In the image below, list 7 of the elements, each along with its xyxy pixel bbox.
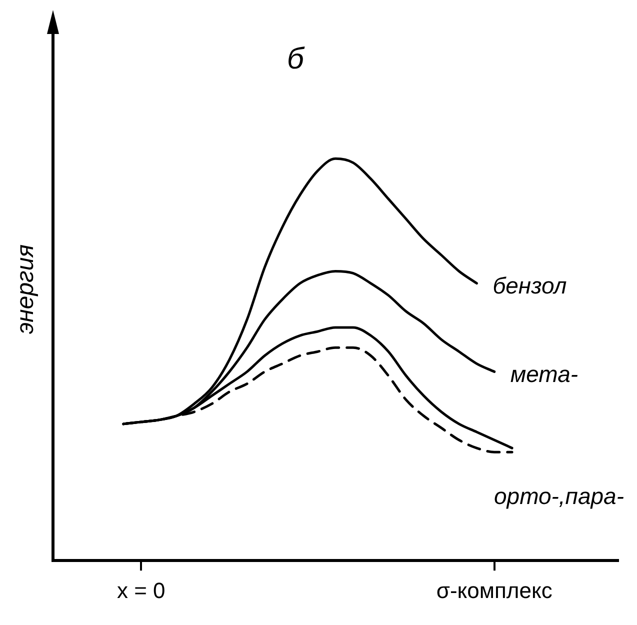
series-label: бензол xyxy=(492,272,567,299)
series-label: орто-,пара- xyxy=(494,482,624,509)
x-tick-label: σ-комплекс xyxy=(436,578,552,603)
y-axis-title: энергия xyxy=(12,244,40,334)
chart-title: б xyxy=(286,42,305,76)
series-label: мета- xyxy=(510,361,578,388)
x-tick-label: x = 0 xyxy=(116,578,166,603)
